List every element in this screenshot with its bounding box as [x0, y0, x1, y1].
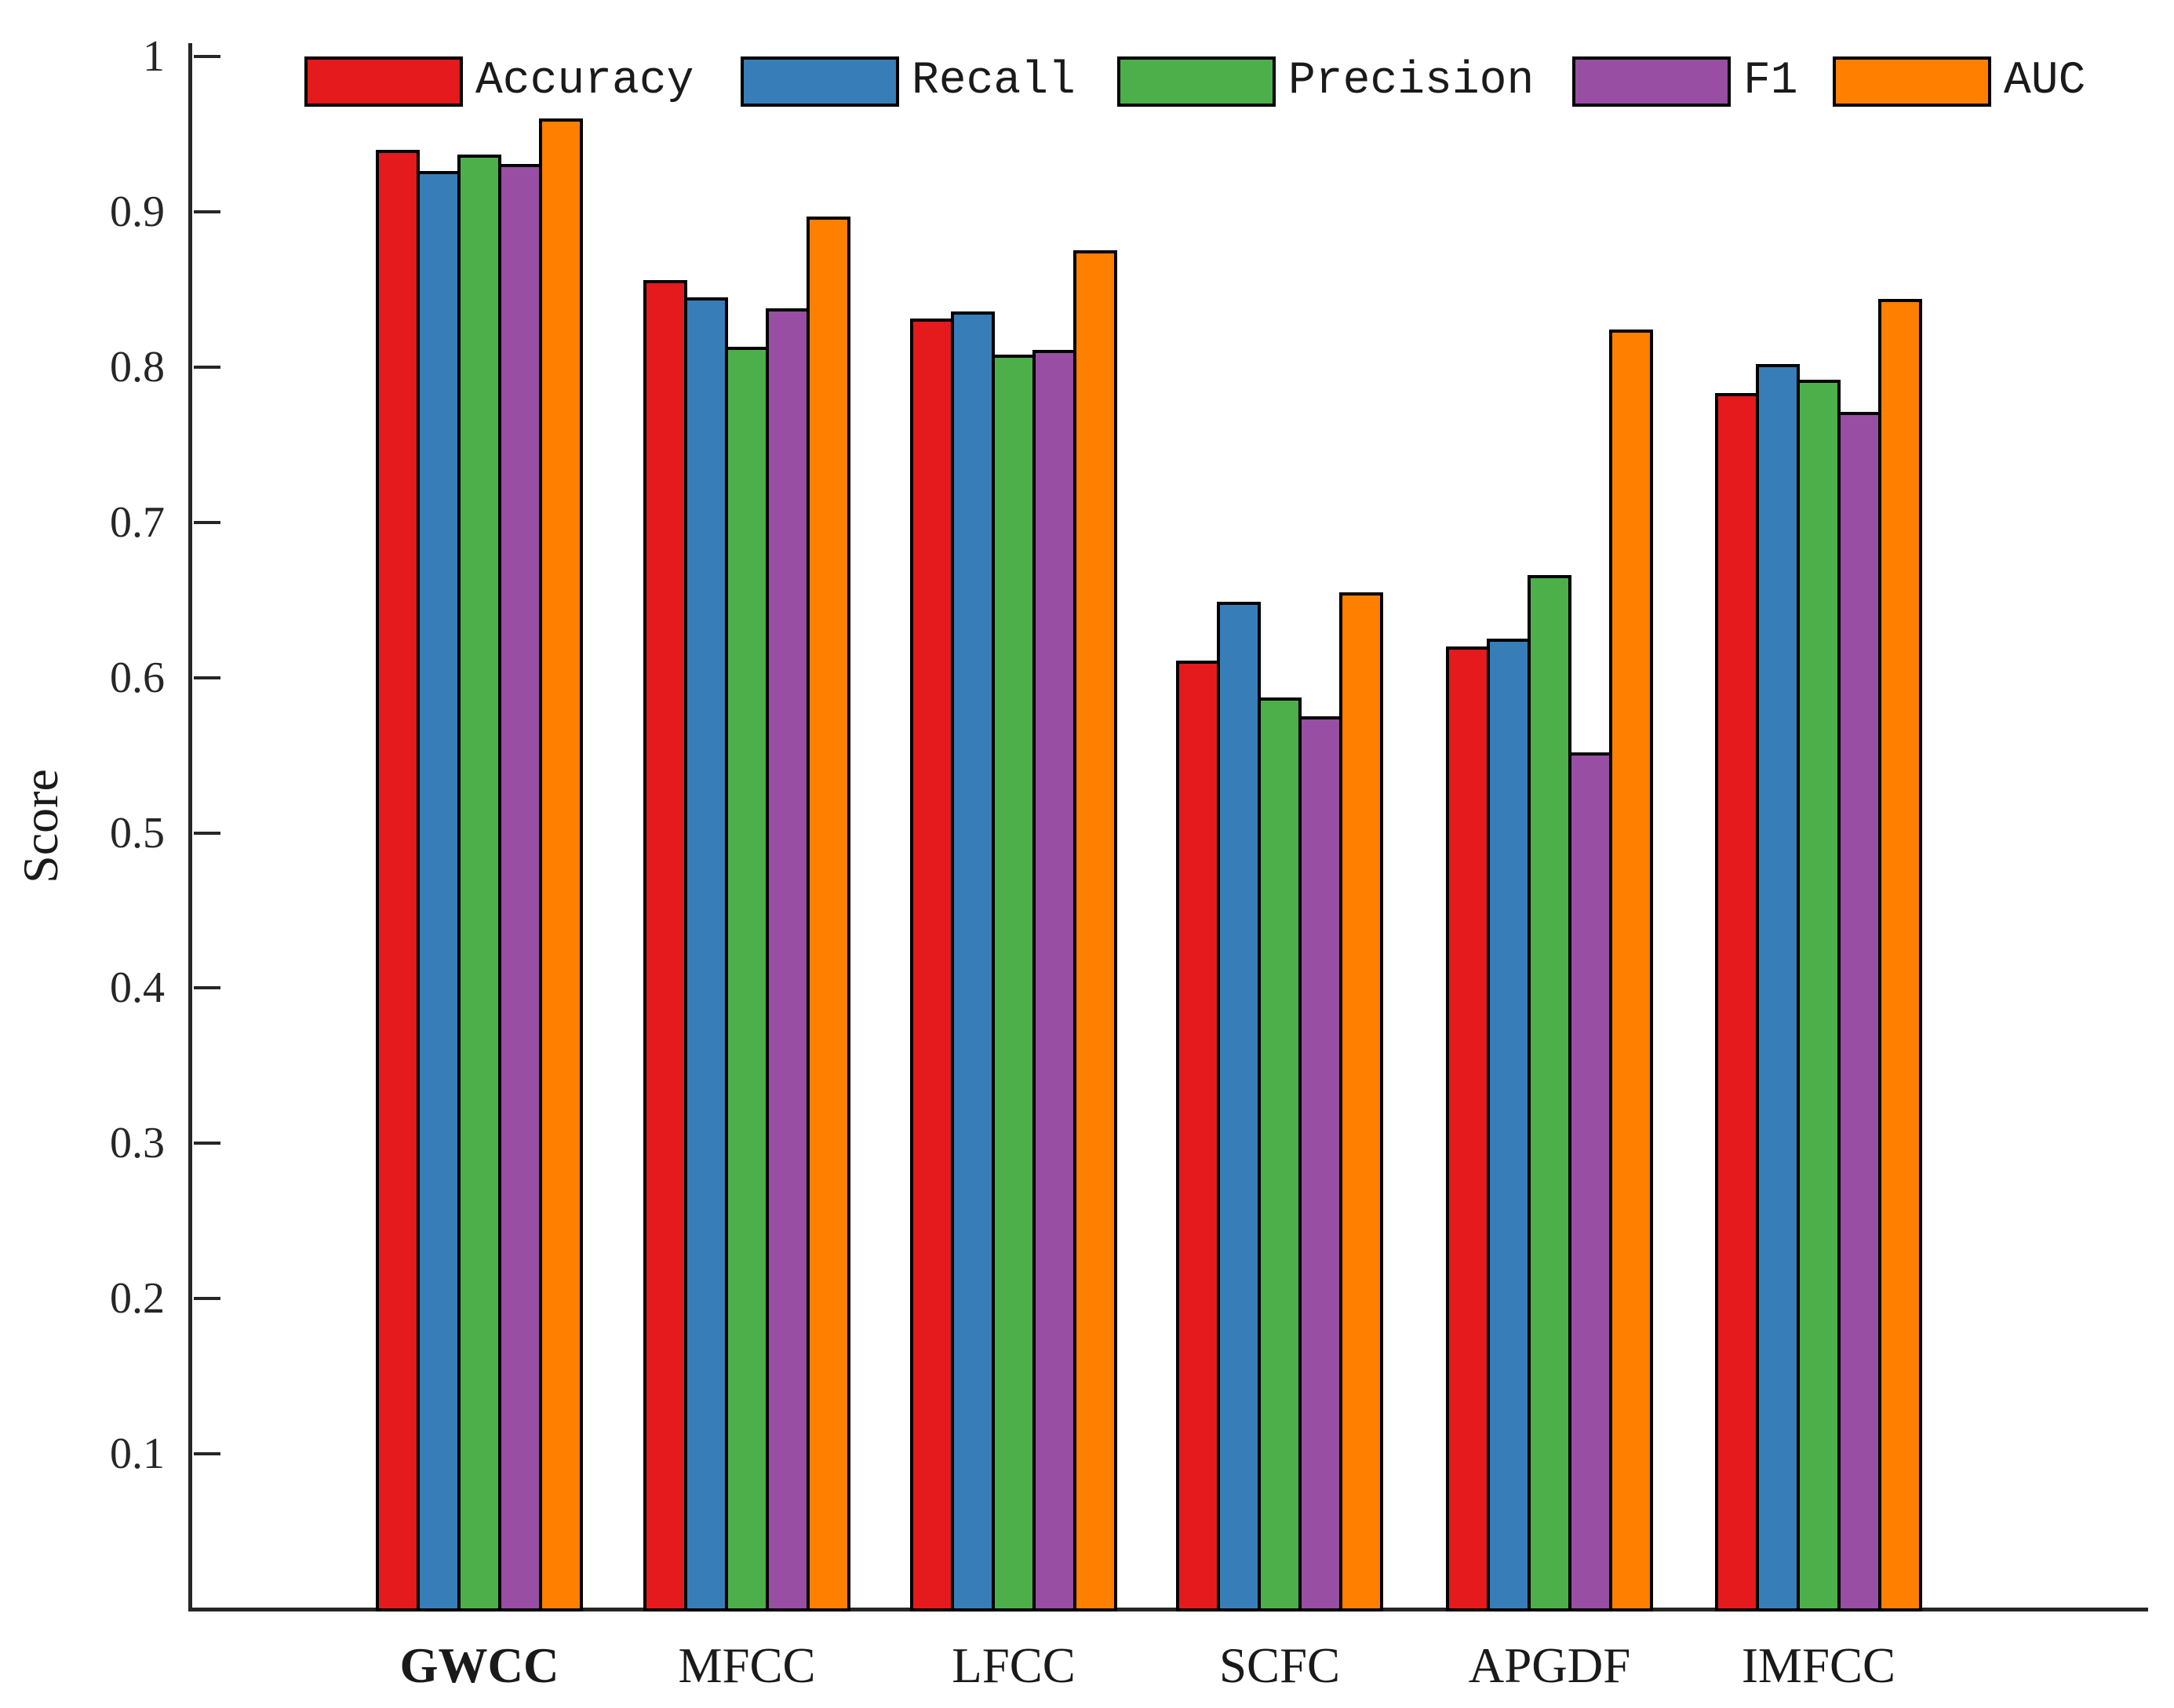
bar-imfcc-precision: [1797, 380, 1841, 1611]
y-tick-mark-0.3: [194, 1142, 220, 1145]
bar-mfcc-auc: [807, 217, 850, 1611]
legend-swatch-recall: [741, 56, 899, 107]
x-category-label-scfc: SCFC: [1218, 1638, 1341, 1693]
bar-scfc-accuracy: [1176, 661, 1220, 1611]
x-axis-line: [188, 1608, 2148, 1611]
bar-lfcc-auc: [1073, 250, 1117, 1611]
x-category-label-mfcc: MFCC: [678, 1638, 816, 1693]
bar-scfc-recall: [1217, 602, 1261, 1611]
y-tick-label-0.1: 0.1: [110, 1429, 165, 1478]
bar-apgdf-recall: [1487, 639, 1531, 1611]
bar-mfcc-f1: [766, 308, 810, 1611]
y-tick-mark-0.4: [194, 986, 220, 989]
legend-label-recall: Recall: [912, 56, 1076, 107]
legend-label-f1: F1: [1743, 56, 1798, 107]
bar-gwcc-accuracy: [376, 150, 420, 1611]
bar-gwcc-f1: [498, 164, 542, 1611]
x-category-label-lfcc: LFCC: [952, 1638, 1076, 1693]
y-tick-label-0.3: 0.3: [110, 1119, 165, 1167]
y-tick-label-1: 1: [143, 32, 165, 81]
bar-lfcc-f1: [1032, 350, 1076, 1611]
y-tick-mark-0.5: [194, 832, 220, 835]
bar-apgdf-auc: [1609, 330, 1653, 1611]
bar-apgdf-accuracy: [1446, 646, 1490, 1611]
bar-scfc-precision: [1258, 697, 1302, 1611]
y-tick-mark-0.6: [194, 676, 220, 679]
y-tick-label-0.7: 0.7: [110, 498, 165, 547]
legend-label-accuracy: Accuracy: [475, 56, 694, 107]
bar-scfc-f1: [1298, 716, 1342, 1611]
bar-mfcc-accuracy: [643, 280, 687, 1611]
y-axis-line: [188, 43, 192, 1611]
bar-mfcc-recall: [684, 297, 728, 1611]
bar-apgdf-precision: [1528, 575, 1571, 1611]
y-tick-mark-0.9: [194, 210, 220, 213]
y-tick-label-0.4: 0.4: [110, 963, 165, 1012]
y-tick-label-0.2: 0.2: [110, 1274, 165, 1323]
bar-gwcc-auc: [539, 118, 583, 1611]
y-tick-label-0.8: 0.8: [110, 343, 165, 391]
legend-swatch-accuracy: [304, 56, 463, 107]
bar-imfcc-f1: [1837, 412, 1881, 1611]
y-tick-mark-0.2: [194, 1297, 220, 1300]
x-category-label-apgdf: APGDF: [1468, 1638, 1631, 1693]
bar-lfcc-accuracy: [910, 319, 954, 1611]
bar-mfcc-precision: [725, 347, 769, 1611]
bar-imfcc-accuracy: [1715, 393, 1759, 1611]
y-tick-mark-0.8: [194, 366, 220, 369]
y-tick-label-0.6: 0.6: [110, 654, 165, 702]
legend-swatch-auc: [1833, 56, 1991, 107]
y-tick-mark-1: [194, 55, 220, 58]
x-category-label-gwcc: GWCC: [399, 1638, 559, 1693]
bar-lfcc-precision: [992, 355, 1036, 1611]
bar-apgdf-f1: [1568, 752, 1612, 1611]
legend-swatch-precision: [1117, 56, 1276, 107]
y-tick-label-0.5: 0.5: [110, 809, 165, 858]
y-tick-mark-0.1: [194, 1452, 220, 1455]
bar-imfcc-auc: [1878, 299, 1922, 1611]
bar-gwcc-recall: [417, 171, 461, 1611]
bar-imfcc-recall: [1756, 364, 1800, 1611]
legend-label-auc: AUC: [2004, 56, 2086, 107]
y-tick-mark-0.7: [194, 521, 220, 524]
x-category-label-imfcc: IMFCC: [1741, 1638, 1896, 1693]
y-tick-label-0.9: 0.9: [110, 188, 165, 236]
legend-swatch-f1: [1572, 56, 1731, 107]
bar-scfc-auc: [1339, 592, 1383, 1611]
bar-gwcc-precision: [457, 155, 501, 1611]
bar-lfcc-recall: [951, 311, 995, 1611]
legend-label-precision: Precision: [1288, 56, 1535, 107]
